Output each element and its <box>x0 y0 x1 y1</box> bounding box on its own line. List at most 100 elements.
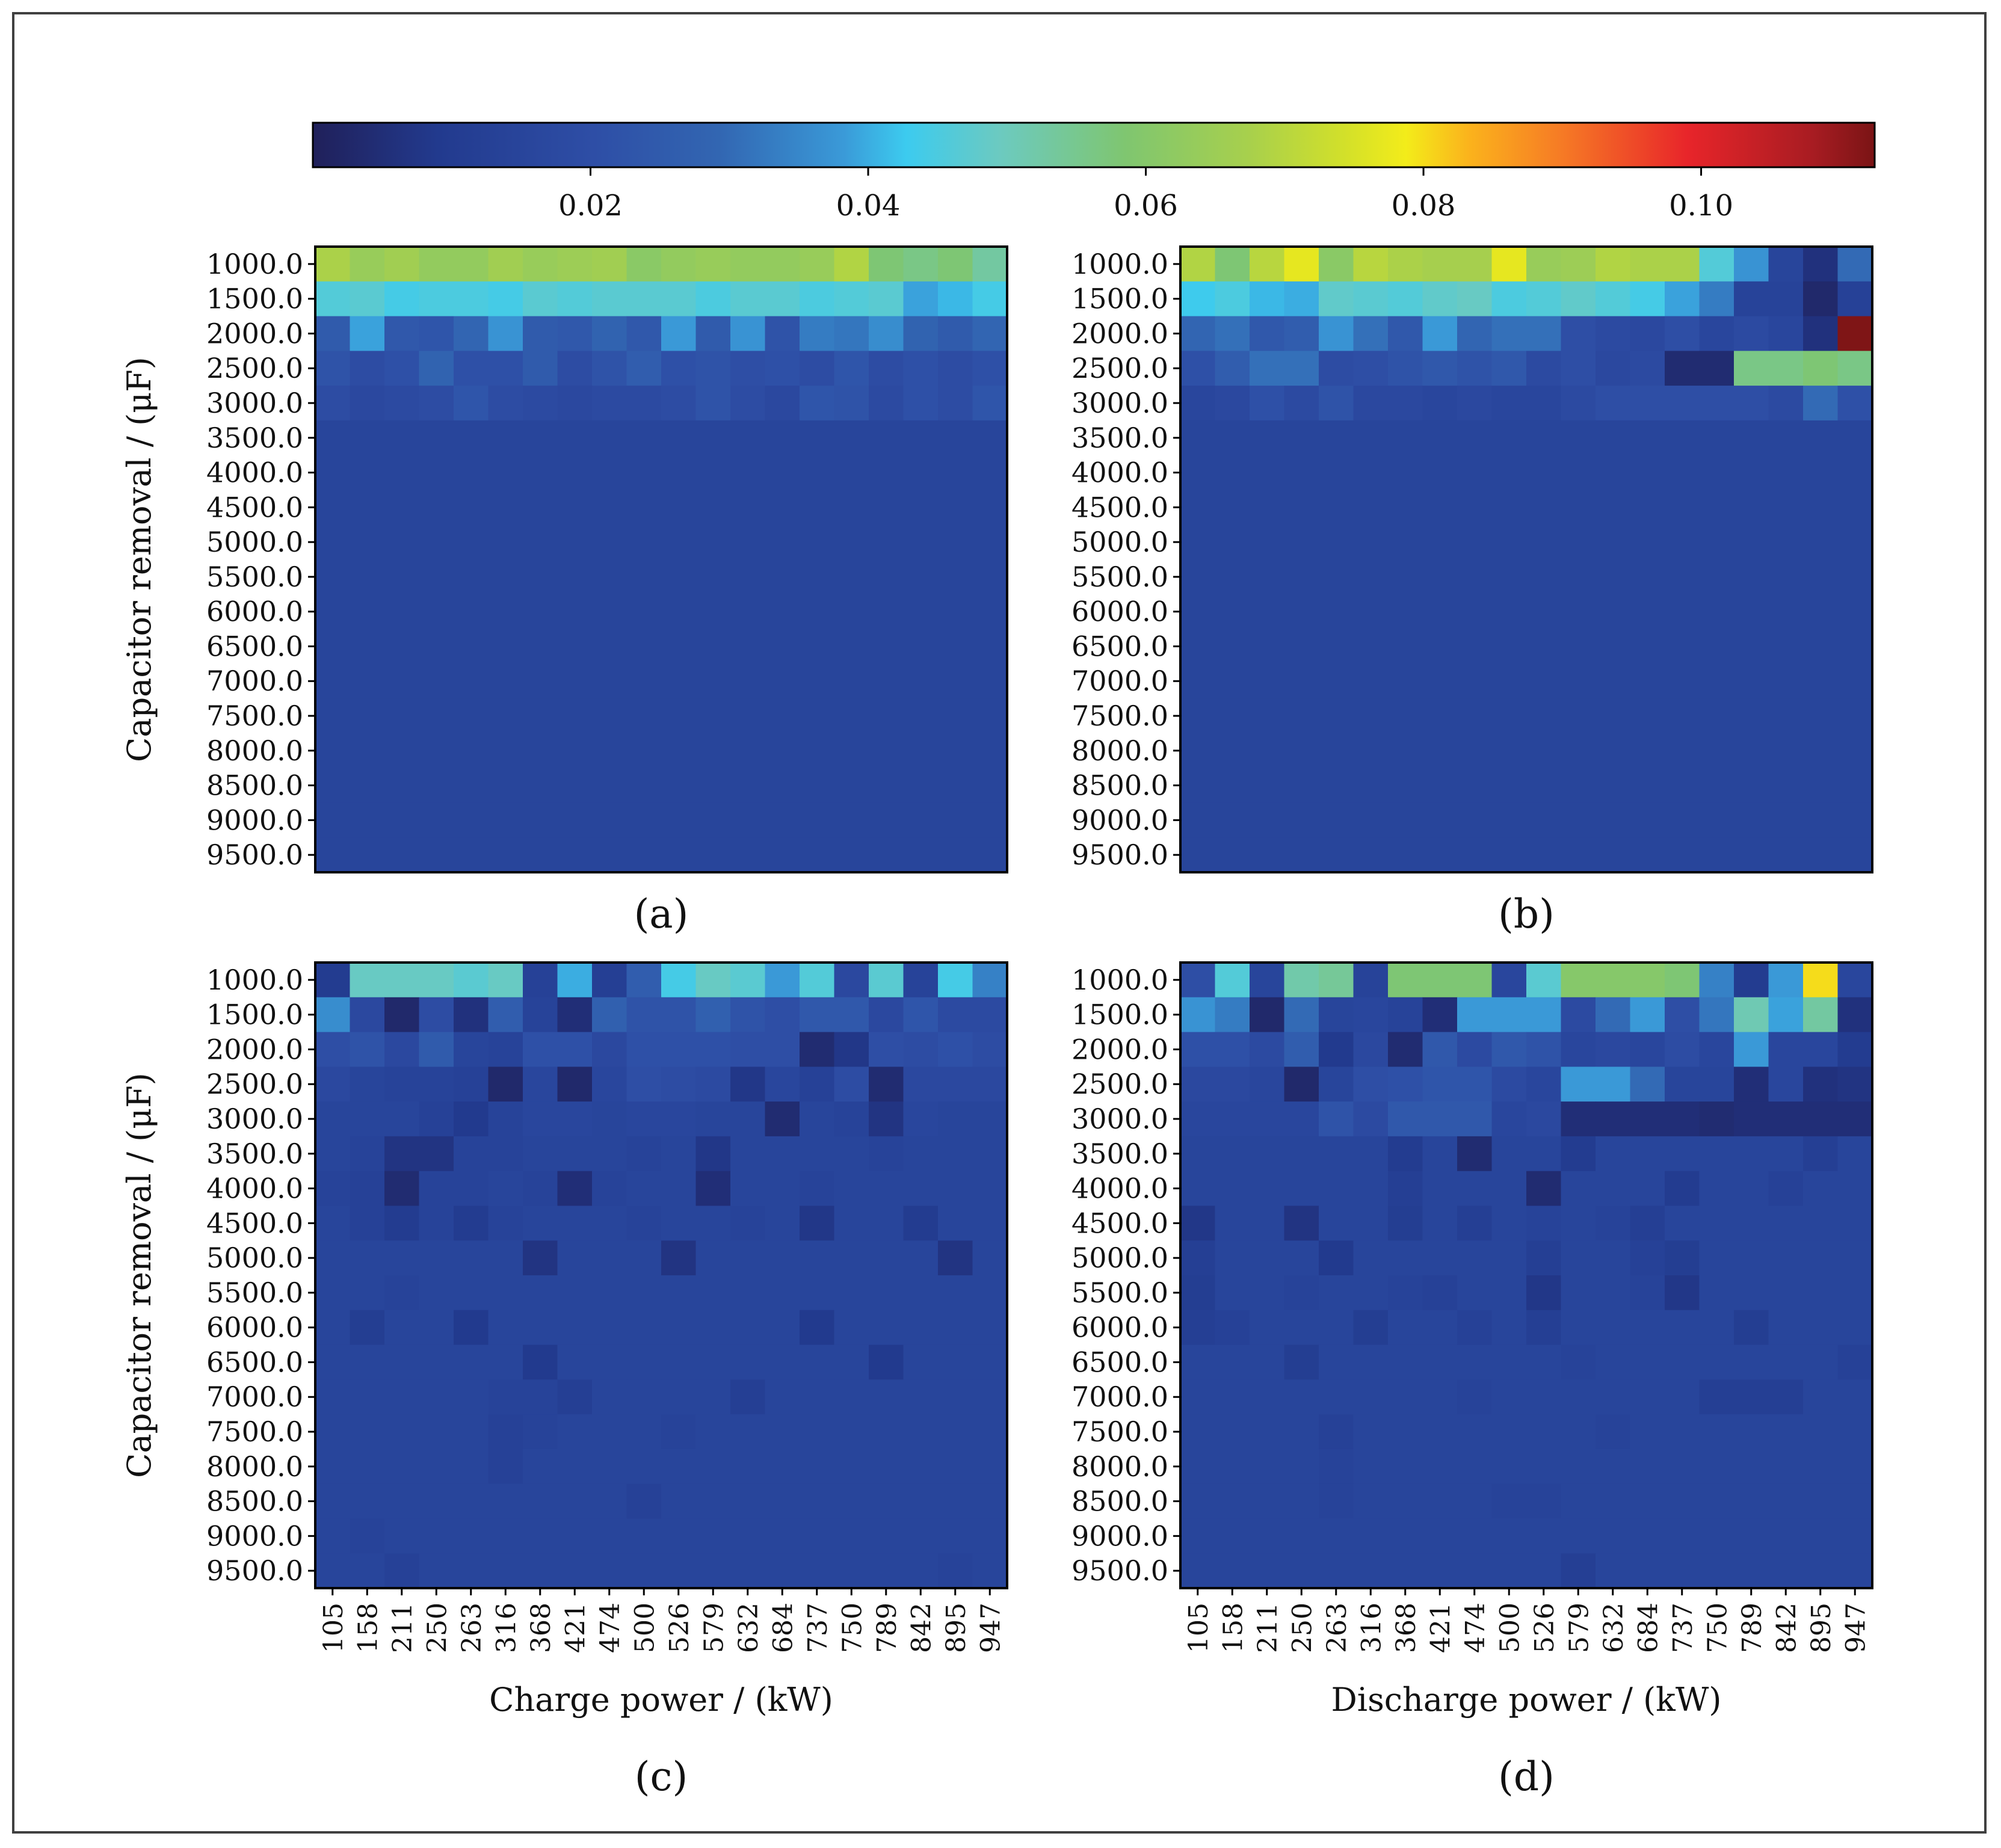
heatmap-cell <box>661 420 697 456</box>
heatmap-cell <box>1215 768 1250 804</box>
heatmap-cell <box>1526 698 1562 734</box>
heatmap-cell <box>384 420 420 456</box>
heatmap-cell <box>1284 1414 1319 1450</box>
heatmap-cell <box>800 525 835 560</box>
x-tick-label: 789 <box>872 1603 902 1653</box>
heatmap-cell <box>384 837 420 873</box>
heatmap-cell <box>384 525 420 560</box>
heatmap-cell <box>1837 1414 1873 1450</box>
heatmap-cell <box>730 1275 766 1311</box>
heatmap-cell <box>661 1414 697 1450</box>
heatmap-cell <box>1284 664 1319 699</box>
heatmap-cell <box>488 1344 523 1380</box>
heatmap-cell <box>1215 1379 1250 1415</box>
heatmap-cell <box>1422 386 1458 421</box>
heatmap-cell <box>1837 1379 1873 1415</box>
heatmap-cell <box>1630 1275 1665 1311</box>
heatmap-cell <box>419 768 454 804</box>
heatmap-cell <box>1665 1067 1700 1102</box>
heatmap-cell <box>938 962 973 998</box>
heatmap-cell <box>800 455 835 491</box>
heatmap-cell <box>834 698 869 734</box>
heatmap-cell <box>315 559 351 595</box>
heatmap-cell <box>869 1553 904 1589</box>
heatmap-panel-b: 1000.01500.02000.02500.03000.03500.04000… <box>1071 245 1873 937</box>
heatmap-cell <box>834 1206 869 1241</box>
heatmap-cell <box>1734 1344 1769 1380</box>
heatmap-cell <box>972 1344 1008 1380</box>
heatmap-cell <box>350 1414 385 1450</box>
x-tick-label: 474 <box>1460 1603 1491 1653</box>
heatmap-cell <box>1768 1379 1804 1415</box>
heatmap-cell <box>523 1240 558 1276</box>
heatmap-cell <box>1561 664 1596 699</box>
heatmap-cell <box>315 420 351 456</box>
heatmap-cell <box>315 386 351 421</box>
heatmap-cell <box>1457 1344 1493 1380</box>
heatmap-cell <box>1422 1171 1458 1207</box>
heatmap-cell <box>1665 1518 1700 1554</box>
heatmap-cell <box>1699 386 1734 421</box>
heatmap-cell <box>1215 837 1250 873</box>
heatmap-cell <box>315 698 351 734</box>
heatmap-cell <box>1630 629 1665 664</box>
heatmap-cell <box>1837 1344 1873 1380</box>
heatmap-cell <box>1491 316 1527 351</box>
heatmap-cell <box>1734 1101 1769 1137</box>
heatmap-cell <box>938 559 973 595</box>
heatmap-cell <box>1422 837 1458 873</box>
x-tick-label: 500 <box>629 1603 660 1653</box>
heatmap-cell <box>523 316 558 351</box>
heatmap-cell <box>972 420 1008 456</box>
heatmap-cell <box>1596 525 1631 560</box>
heatmap-cell <box>1734 1136 1769 1172</box>
heatmap-cell <box>384 1553 420 1589</box>
heatmap-cell <box>938 525 973 560</box>
heatmap-cell <box>661 629 697 664</box>
heatmap-cell <box>1526 1483 1562 1520</box>
heatmap-cell <box>1180 1483 1216 1520</box>
heatmap-cell <box>454 962 489 998</box>
heatmap-cell <box>488 1101 523 1137</box>
heatmap-cell <box>1319 281 1354 317</box>
heatmap-cell <box>1353 768 1389 804</box>
heatmap-cell <box>972 1553 1008 1589</box>
heatmap-cell <box>1491 1136 1527 1172</box>
heatmap-cell <box>626 490 662 525</box>
heatmap-cell <box>1803 1414 1839 1450</box>
heatmap-cell <box>938 386 973 421</box>
heatmap-cell <box>523 1206 558 1241</box>
y-tick-label: 5000.0 <box>206 526 303 558</box>
heatmap-cell <box>626 247 662 282</box>
heatmap-cell <box>523 698 558 734</box>
heatmap-cell <box>1215 420 1250 456</box>
heatmap-cell <box>800 1171 835 1207</box>
heatmap-cell <box>1734 1518 1769 1554</box>
heatmap-cell <box>419 1449 454 1485</box>
heatmap-cell <box>1630 1310 1665 1346</box>
heatmap-cell <box>972 698 1008 734</box>
heatmap-cell <box>557 837 593 873</box>
heatmap-cell <box>1388 351 1423 386</box>
heatmap-cell <box>938 281 973 317</box>
heatmap-cell <box>1422 733 1458 769</box>
heatmap-cell <box>557 386 593 421</box>
heatmap-cell <box>315 1414 351 1450</box>
heatmap-cell <box>1699 664 1734 699</box>
heatmap-cell <box>315 1240 351 1276</box>
heatmap-cell <box>419 1032 454 1067</box>
heatmap-cell <box>1388 525 1423 560</box>
heatmap-cell <box>938 1240 973 1276</box>
heatmap-cell <box>626 1449 662 1485</box>
heatmap-cell <box>1699 351 1734 386</box>
heatmap-cell <box>1180 1379 1216 1415</box>
heatmap-cell <box>800 247 835 282</box>
heatmap-cell <box>1457 455 1493 491</box>
heatmap-cell <box>661 594 697 630</box>
heatmap-cell <box>523 1344 558 1380</box>
heatmap-cell <box>626 281 662 317</box>
heatmap-cell <box>419 247 454 282</box>
heatmap-cell <box>1215 455 1250 491</box>
heatmap-cell <box>488 1136 523 1172</box>
heatmap-cell <box>488 386 523 421</box>
